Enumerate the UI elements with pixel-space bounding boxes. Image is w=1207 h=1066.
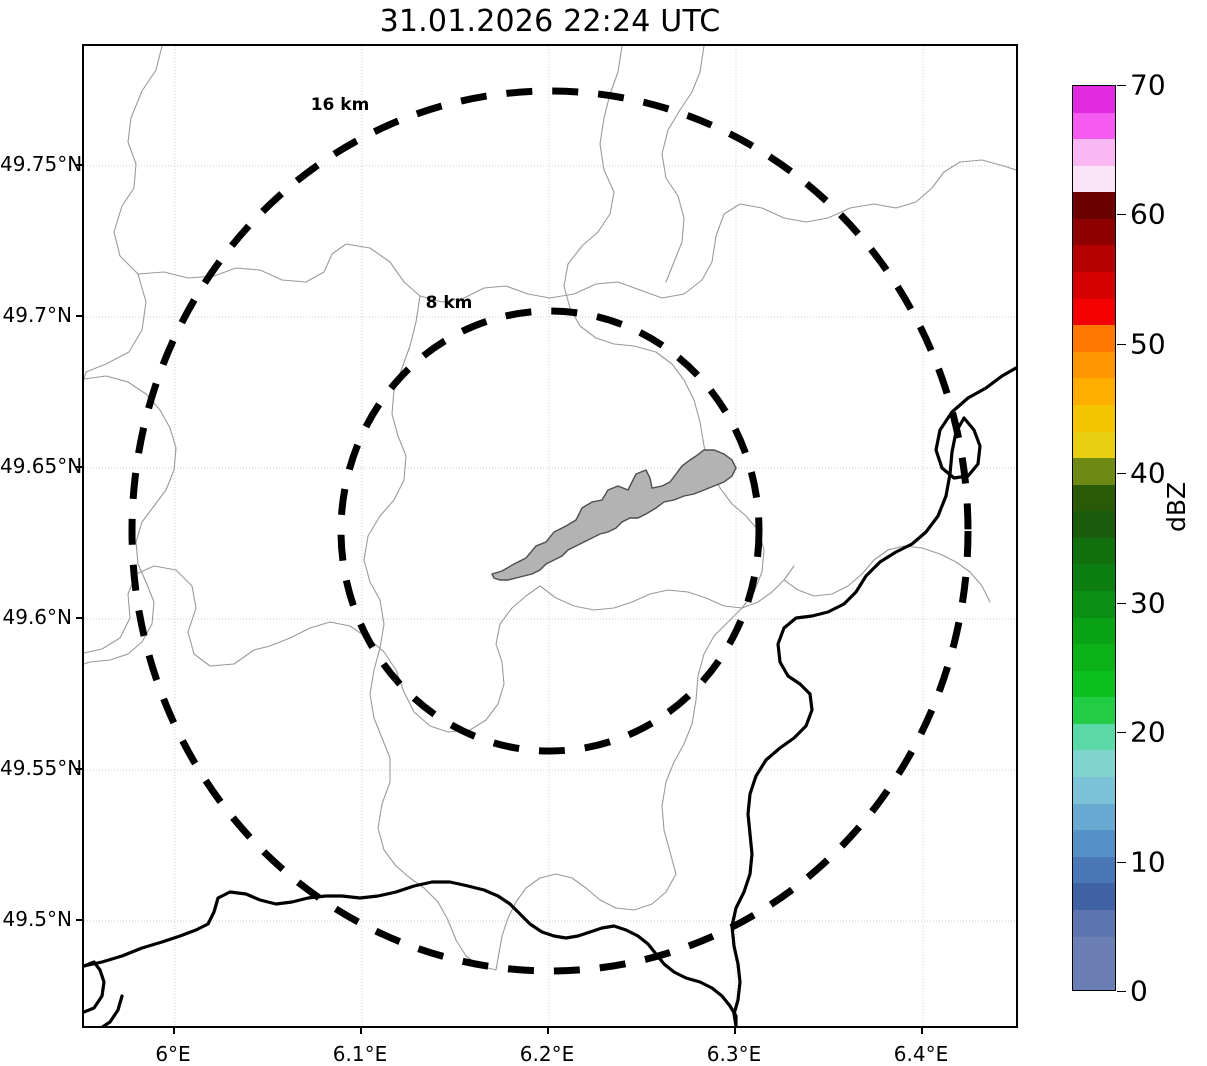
x-tick-mark-4 [921,1028,923,1034]
colorbar-band-22 [1073,670,1115,698]
colorbar-tick-label-60: 60 [1130,197,1166,231]
range-ring-8km [337,307,763,755]
y-tick-label-3: 49.6°N [2,605,73,629]
colorbar-axis-label: dBZ [1162,481,1191,532]
colorbar-band-29 [1073,856,1115,884]
y-tick-label-2: 49.65°N [0,454,83,478]
colorbar-band-11 [1073,378,1115,405]
colorbar-tick-20 [1117,732,1126,733]
colorbar-band-3 [1073,165,1115,193]
admin-boundaries [84,46,1016,971]
colorbar-band-5 [1073,218,1115,246]
colorbar-band-15 [1073,484,1115,512]
range-ring-label-16km: 16 km [310,95,370,115]
colorbar-tick-label-10: 10 [1130,845,1166,879]
x-tick-label-2: 6.2°E [519,1042,575,1066]
colorbar-band-31 [1073,909,1115,937]
range-ring-16km [128,87,972,975]
colorbar-band-26 [1073,777,1115,804]
water-body-polygon [491,449,737,581]
x-tick-mark-2 [547,1028,549,1034]
x-tick-mark-1 [360,1028,362,1034]
colorbar-band-14 [1073,458,1115,485]
y-tick-label-0: 49.75°N [0,152,83,176]
colorbar-band-20 [1073,617,1115,645]
x-tick-label-0: 6°E [155,1042,191,1066]
x-tick-label-3: 6.3°E [706,1042,762,1066]
colorbar-tick-10 [1117,862,1126,863]
colorbar-band-16 [1073,511,1115,538]
colorbar-tick-50 [1117,344,1126,345]
colorbar-band-8 [1073,298,1115,326]
colorbar-tick-label-20: 20 [1130,715,1166,749]
range-ring-label-8km: 8 km [425,293,473,313]
colorbar[interactable] [1072,85,1116,991]
colorbar-tick-30 [1117,603,1126,604]
colorbar-tick-40 [1117,473,1126,474]
colorbar-band-25 [1073,750,1115,778]
colorbar-band-1 [1073,112,1115,140]
colorbar-band-27 [1073,803,1115,831]
colorbar-band-19 [1073,590,1115,618]
colorbar-band-30 [1073,883,1115,910]
colorbar-band-33 [1073,963,1115,990]
colorbar-tick-label-30: 30 [1130,586,1166,620]
y-tick-label-4: 49.55°N [0,756,83,780]
range-rings [128,87,972,975]
colorbar-band-6 [1073,245,1115,273]
colorbar-band-4 [1073,192,1115,219]
colorbar-band-0 [1073,86,1115,113]
colorbar-band-2 [1073,139,1115,166]
colorbar-tick-label-70: 70 [1130,68,1166,102]
colorbar-band-32 [1073,936,1115,964]
x-tick-label-4: 6.4°E [893,1042,949,1066]
national-border [84,366,1016,1026]
colorbar-tick-0 [1117,991,1126,992]
x-tick-mark-3 [734,1028,736,1034]
y-tick-label-1: 49.7°N [2,303,73,327]
colorbar-band-13 [1073,431,1115,459]
colorbar-band-10 [1073,351,1115,379]
colorbar-band-23 [1073,697,1115,724]
map-svg [84,46,1016,1026]
colorbar-band-17 [1073,537,1115,565]
x-tick-mark-0 [173,1028,175,1034]
x-tick-label-1: 6.1°E [332,1042,388,1066]
colorbar-band-18 [1073,564,1115,591]
colorbar-band-28 [1073,830,1115,857]
colorbar-tick-60 [1117,214,1126,215]
colorbar-tick-70 [1117,85,1126,86]
colorbar-band-9 [1073,325,1115,352]
colorbar-band-21 [1073,644,1115,671]
colorbar-band-24 [1073,723,1115,751]
page-title: 31.01.2026 22:24 UTC [379,4,721,39]
gridlines [84,46,1016,1026]
y-tick-label-5: 49.5°N [2,907,73,931]
colorbar-band-12 [1073,404,1115,432]
map-plot-area[interactable] [82,44,1018,1028]
colorbar-band-7 [1073,272,1115,299]
colorbar-tick-label-50: 50 [1130,327,1166,361]
colorbar-tick-label-40: 40 [1130,456,1166,490]
colorbar-tick-label-0: 0 [1130,974,1148,1008]
